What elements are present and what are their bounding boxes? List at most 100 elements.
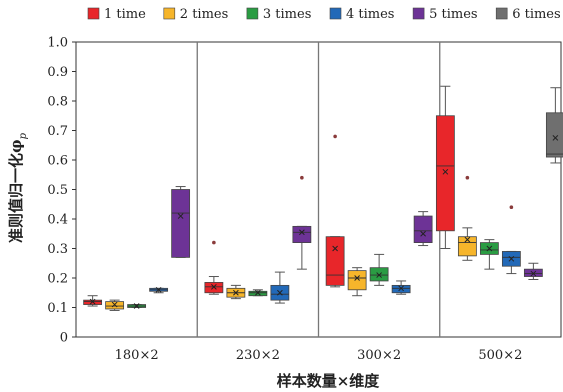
legend-label: 6 times: [512, 7, 560, 22]
y-tick-label: 0.1: [47, 301, 68, 316]
legend-swatch: [163, 7, 176, 20]
y-axis-title: 准则值归一化φp: [7, 132, 29, 243]
mean-marker: [89, 298, 96, 305]
box-4-times-1: [270, 271, 290, 304]
y-axis: 0 0.1 0.2 0.3 0.4 0.5 0.6 0.7 0.8 0.9 1.0: [47, 36, 76, 346]
legend-item-1-time: 1 time: [87, 7, 146, 22]
mean-marker: [442, 168, 449, 175]
box-body: [83, 299, 103, 305]
mean-marker: [486, 245, 493, 252]
legend-swatch: [246, 7, 259, 20]
mean-marker: [111, 301, 118, 308]
box-body: [292, 225, 312, 244]
box-body: [204, 282, 224, 294]
outlier-point: [509, 205, 514, 209]
x-tick-label: 500×2: [478, 348, 522, 363]
x-axis: 180×2 230×2 300×2 500×2: [115, 348, 523, 363]
mean-marker: [552, 135, 559, 141]
mean-marker: [177, 213, 184, 219]
box-body: [105, 301, 125, 310]
box-2-times-0: [105, 299, 125, 311]
box-5-times-1: [292, 175, 312, 270]
y-tick-label: 0.8: [47, 95, 68, 110]
mean-marker: [299, 229, 305, 236]
box-body: [347, 270, 367, 291]
mean-marker: [255, 289, 261, 296]
legend-item-2-times: 2 times: [163, 7, 228, 22]
legend-label: 2 times: [180, 7, 228, 22]
legend-label: 3 times: [263, 7, 311, 22]
box-body: [545, 112, 563, 158]
box-2-times-2: [347, 267, 367, 297]
y-axis-title-subscript: p: [18, 132, 29, 139]
box-5-times-3: [523, 262, 543, 280]
box-body: [325, 236, 345, 286]
box-4-times-2: [391, 280, 411, 295]
y-tick-label: 0.9: [47, 65, 68, 80]
mean-marker: [277, 289, 283, 296]
y-axis-title-main: 准则值归一化φ: [7, 139, 25, 243]
legend-label: 1 time: [104, 7, 146, 22]
box-body: [171, 189, 191, 258]
box-1-time-1: [204, 240, 224, 295]
x-tick-label: 230×2: [236, 348, 280, 363]
legend-item-3-times: 3 times: [246, 7, 311, 22]
plot-area: [75, 41, 563, 338]
box-body: [435, 115, 455, 232]
mean-marker: [354, 275, 360, 281]
box-body: [369, 267, 389, 282]
mean-marker: [211, 283, 217, 290]
mean-marker: [508, 255, 515, 262]
box-body: [523, 268, 543, 277]
x-tick-label: 180×2: [115, 348, 159, 363]
box-2-times-3: [457, 175, 477, 261]
y-tick-label: 0.3: [47, 242, 68, 257]
box-1-time-0: [83, 295, 103, 307]
legend-swatch: [87, 7, 100, 20]
mean-marker: [233, 289, 239, 296]
legend: 1 time 2 times 3 times 4 times 5 times 6 time…: [87, 7, 561, 22]
box-body: [248, 290, 268, 297]
box-3-times-2: [369, 253, 389, 286]
y-tick-label: 0.7: [47, 124, 68, 139]
box-3-times-0: [127, 303, 147, 309]
outlier-point: [300, 175, 304, 180]
mean-marker: [530, 270, 537, 277]
box-6-times-3: [545, 87, 563, 164]
outlier-point: [465, 175, 470, 180]
box-5-times-2: [413, 211, 433, 247]
mean-marker: [398, 285, 404, 292]
mean-marker: [155, 286, 162, 293]
y-tick-label: 0.4: [47, 213, 68, 228]
legend-swatch: [412, 7, 425, 20]
legend-item-4-times: 4 times: [329, 7, 394, 22]
box-5-times-0: [171, 186, 191, 258]
legend-swatch: [329, 7, 342, 20]
box-body: [413, 215, 433, 244]
box-4-times-3: [501, 205, 521, 275]
legend-label: 5 times: [429, 7, 477, 22]
mean-marker: [420, 230, 426, 237]
x-axis-title: 样本数量×维度: [277, 372, 381, 390]
box-1-time-2: [325, 134, 345, 288]
y-tick-label: 0: [60, 331, 68, 346]
mean-marker: [133, 303, 140, 309]
mean-marker: [464, 236, 471, 243]
mean-marker: [376, 272, 382, 278]
mean-marker: [332, 245, 338, 252]
legend-item-5-times: 5 times: [412, 7, 478, 22]
box-body: [457, 236, 477, 257]
y-tick-label: 0.2: [47, 272, 68, 287]
box-3-times-1: [248, 289, 268, 297]
box-4-times-0: [149, 286, 169, 294]
box-3-times-3: [479, 239, 499, 270]
y-tick-label: 0.5: [47, 183, 68, 198]
box-body: [391, 284, 411, 294]
outlier-point: [333, 134, 337, 139]
y-tick-label: 1.0: [47, 36, 68, 51]
legend-item-6-times: 6 times: [495, 7, 561, 22]
box-2-times-1: [226, 284, 246, 300]
x-tick-label: 300×2: [357, 348, 401, 363]
y-tick-label: 0.6: [47, 154, 68, 169]
